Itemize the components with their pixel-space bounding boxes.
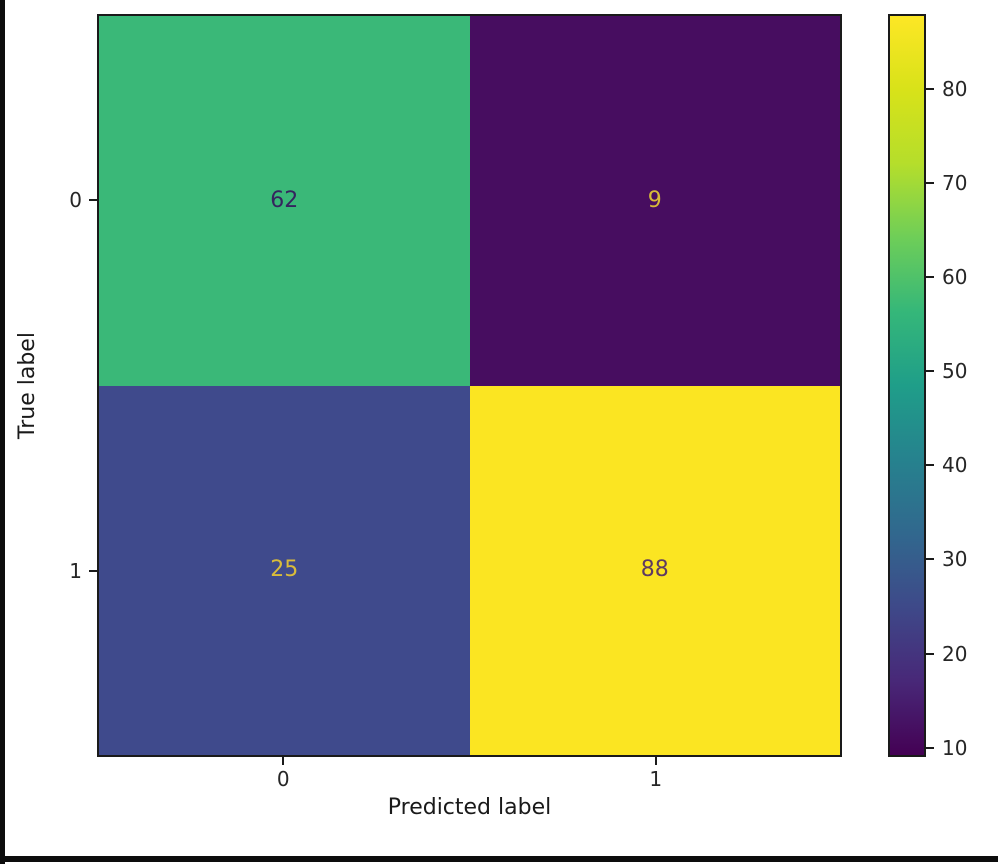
y-tick-mark [89,570,97,573]
colorbar-tick-label: 50 [942,359,968,384]
colorbar-tick-mark [926,182,934,185]
heatmap-cell-0-1: 9 [469,16,840,386]
colorbar-tick-mark [926,558,934,561]
cell-value: 62 [270,187,299,213]
x-tick-label: 0 [276,767,290,791]
cell-value: 88 [640,557,669,583]
colorbar-gradient [890,16,924,755]
x-tick-mark [654,757,657,765]
colorbar-tick-mark [926,652,934,655]
colorbar-tick-mark [926,746,934,749]
colorbar-tick-label: 60 [942,265,968,290]
colorbar-tick-label: 20 [942,641,968,666]
x-axis-title: Predicted label [387,795,552,820]
y-tick-label: 0 [69,187,82,212]
heatmap-cells: 62 9 25 88 [99,16,840,755]
heatmap-plot-area: 62 9 25 88 [97,14,842,757]
colorbar-tick-label: 10 [942,735,968,760]
colorbar [888,14,926,757]
window-border-left [0,0,5,864]
heatmap-cell-1-0: 25 [99,385,470,755]
cell-value: 9 [647,187,662,213]
y-tick-mark [89,198,97,201]
y-tick-label: 1 [69,559,82,584]
colorbar-tick-label: 70 [942,171,968,196]
y-axis-title: True label [15,332,40,439]
x-tick-mark [282,757,285,765]
colorbar-tick-mark [926,88,934,91]
colorbar-tick-label: 40 [942,453,968,478]
colorbar-tick-mark [926,276,934,279]
colorbar-tick-mark [926,464,934,467]
heatmap-cell-0-0: 62 [99,16,470,386]
colorbar-tick-label: 80 [942,77,968,102]
cell-value: 25 [270,557,299,583]
x-tick-label: 1 [649,767,663,791]
colorbar-ticks: 10 20 30 40 50 60 70 80 [926,14,998,760]
colorbar-tick-mark [926,370,934,373]
heatmap-cell-1-1: 88 [469,385,840,755]
colorbar-tick-label: 30 [942,547,968,572]
window-border-bottom [0,856,998,862]
